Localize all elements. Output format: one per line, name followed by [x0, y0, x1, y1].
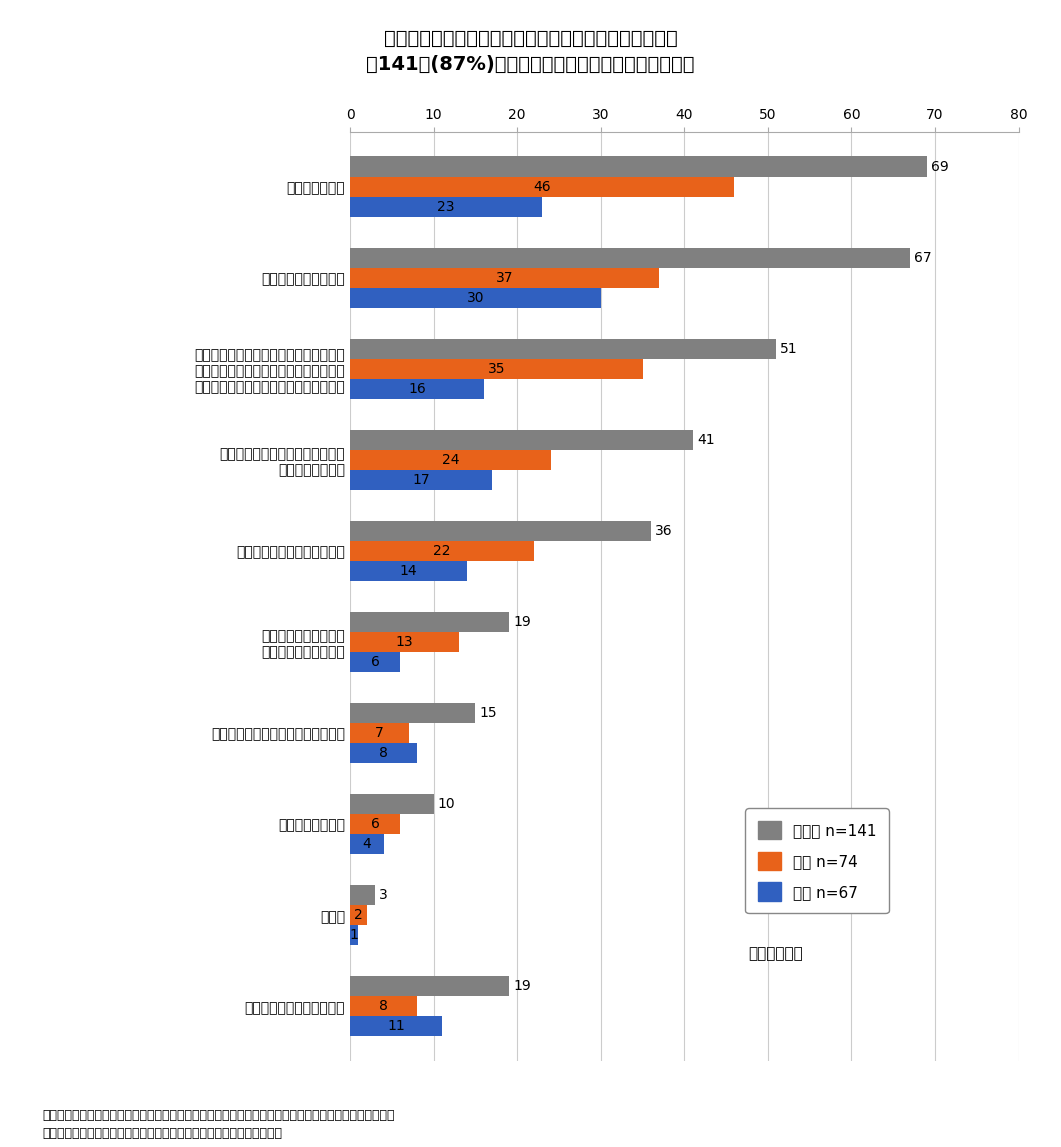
Bar: [350, 379, 484, 399]
Text: 10: 10: [438, 797, 455, 811]
Bar: [350, 997, 417, 1016]
Bar: [350, 703, 475, 723]
Text: 「141名(87%)」のうち、両立が難しいと感じる理由: 「141名(87%)」のうち、両立が難しいと感じる理由: [366, 55, 695, 75]
Text: 8: 8: [379, 999, 388, 1013]
Bar: [350, 834, 384, 855]
Text: 図表２．不妊治療と仕事の両立が難しいと感じている者: 図表２．不妊治療と仕事の両立が難しいと感じている者: [384, 29, 677, 48]
Legend: 男女計 n=141, 女性 n=74, 男性 n=67: 男女計 n=141, 女性 n=74, 男性 n=67: [746, 809, 888, 913]
Bar: [350, 338, 777, 359]
Bar: [350, 267, 659, 288]
Bar: [350, 248, 910, 267]
Text: 3: 3: [380, 888, 388, 903]
Text: 36: 36: [655, 524, 673, 538]
Text: 46: 46: [534, 180, 551, 194]
Text: 注）複数回答: 注）複数回答: [748, 946, 802, 961]
Bar: [350, 612, 509, 632]
Text: 67: 67: [915, 250, 932, 265]
Bar: [350, 430, 693, 450]
Bar: [350, 632, 458, 651]
Bar: [350, 196, 542, 217]
Bar: [350, 359, 643, 379]
Bar: [350, 743, 417, 763]
Text: 11: 11: [387, 1020, 405, 1033]
Text: 17: 17: [413, 473, 430, 486]
Text: 4: 4: [363, 837, 371, 851]
Text: 69: 69: [930, 159, 949, 173]
Text: 24: 24: [441, 453, 459, 467]
Bar: [350, 288, 601, 307]
Bar: [350, 541, 534, 561]
Text: 16: 16: [408, 382, 425, 396]
Text: 22: 22: [433, 544, 451, 557]
Bar: [350, 723, 408, 743]
Bar: [350, 1016, 442, 1037]
Text: 6: 6: [370, 817, 380, 832]
Text: 14: 14: [400, 564, 417, 578]
Text: 出所：平成２９年度厚生労働省　「不妊治療と仕事の両立に係る諸問題についての総合的調査研究事業」: 出所：平成２９年度厚生労働省 「不妊治療と仕事の両立に係る諸問題についての総合的…: [42, 1109, 395, 1122]
Text: 23: 23: [437, 200, 455, 213]
Text: 8: 8: [379, 746, 388, 760]
Bar: [350, 814, 400, 834]
Text: 51: 51: [781, 342, 798, 356]
Bar: [350, 521, 650, 541]
Bar: [350, 926, 359, 945]
Text: 35: 35: [488, 361, 505, 376]
Text: 7: 7: [375, 726, 384, 740]
Text: 2: 2: [354, 908, 363, 922]
Text: 19: 19: [514, 615, 530, 629]
Bar: [350, 470, 492, 490]
Bar: [350, 177, 734, 196]
Text: 37: 37: [495, 271, 514, 284]
Text: 19: 19: [514, 980, 530, 993]
Bar: [350, 561, 467, 580]
Bar: [350, 905, 367, 926]
Bar: [350, 450, 551, 470]
Text: 6: 6: [370, 655, 380, 669]
Text: 東京海上日動リスクコンサルティング株式会社を基に筆者が作成: 東京海上日動リスクコンサルティング株式会社を基に筆者が作成: [42, 1128, 282, 1140]
Text: 15: 15: [480, 707, 498, 720]
Bar: [350, 976, 509, 997]
Text: 41: 41: [697, 432, 714, 447]
Text: 13: 13: [396, 635, 413, 649]
Bar: [350, 651, 400, 672]
Bar: [350, 885, 376, 905]
Text: 30: 30: [467, 290, 484, 305]
Text: 1: 1: [350, 928, 359, 943]
Bar: [350, 794, 434, 814]
Bar: [350, 156, 926, 177]
